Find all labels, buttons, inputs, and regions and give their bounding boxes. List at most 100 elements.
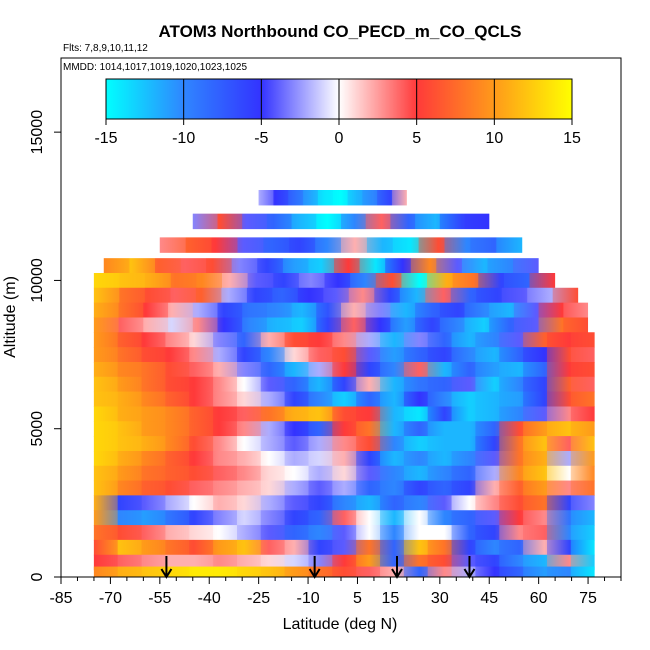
heatmap-cell bbox=[523, 376, 547, 393]
heatmap-row bbox=[192, 213, 490, 230]
heatmap-cell bbox=[189, 465, 214, 482]
heatmap-cell bbox=[499, 362, 524, 378]
heatmap-cell bbox=[390, 302, 416, 319]
heatmap-cell bbox=[185, 237, 212, 253]
heatmap-cell bbox=[390, 213, 416, 230]
heatmap-cell bbox=[451, 332, 476, 348]
heatmap-cell bbox=[189, 406, 214, 422]
heatmap-cell bbox=[117, 480, 142, 496]
heatmap-cell bbox=[284, 525, 309, 541]
heatmap-cell bbox=[499, 347, 524, 363]
heatmap-cell bbox=[547, 554, 571, 571]
heatmap-cell bbox=[165, 347, 190, 363]
heatmap-cell bbox=[93, 510, 118, 526]
heatmap-cell bbox=[141, 510, 166, 526]
heatmap-cell bbox=[332, 347, 357, 363]
heatmap-cell bbox=[570, 332, 595, 348]
heatmap-cell bbox=[563, 317, 589, 333]
heatmap-cell bbox=[513, 258, 539, 274]
heatmap-cell bbox=[237, 406, 261, 422]
heatmap-cell bbox=[217, 213, 243, 230]
heatmap-cell bbox=[284, 510, 309, 526]
heatmap-cell bbox=[499, 495, 524, 511]
heatmap-cell bbox=[365, 317, 391, 333]
heatmap-cell bbox=[129, 258, 155, 274]
heatmap-row bbox=[93, 465, 595, 482]
heatmap-cell bbox=[332, 451, 357, 467]
heatmap-cell bbox=[547, 421, 571, 437]
heatmap-cell bbox=[380, 480, 404, 496]
chart-title: ATOM3 Northbound CO_PECD_m_CO_QCLS bbox=[158, 22, 521, 41]
heatmap-cell bbox=[213, 436, 237, 452]
heatmap-row bbox=[93, 287, 579, 304]
heatmap-cell bbox=[341, 213, 366, 230]
heatmap-cell bbox=[392, 190, 407, 206]
heatmap-cell bbox=[332, 332, 357, 348]
heatmap-cell bbox=[451, 391, 476, 407]
heatmap-cell bbox=[189, 376, 214, 393]
heatmap-cell bbox=[499, 451, 524, 467]
heatmap-cell bbox=[308, 376, 333, 393]
heatmap-cell bbox=[117, 347, 142, 363]
heatmap-cell bbox=[403, 376, 428, 393]
heatmap-cell bbox=[489, 317, 514, 333]
heatmap-cell bbox=[475, 465, 500, 482]
heatmap-cell bbox=[237, 436, 261, 452]
heatmap-cell bbox=[403, 406, 428, 422]
heatmap-cell bbox=[117, 554, 142, 571]
heatmap-cell bbox=[213, 510, 237, 526]
x-tick-label: -40 bbox=[198, 590, 221, 607]
heatmap-cell bbox=[291, 302, 317, 319]
heatmap-cell bbox=[213, 566, 237, 577]
heatmap-cell bbox=[144, 287, 171, 304]
x-tick-label: 75 bbox=[579, 590, 597, 607]
heatmap-cell bbox=[403, 451, 428, 467]
heatmap-cell bbox=[425, 287, 451, 304]
heatmap-cell bbox=[403, 566, 428, 577]
heatmap-cell bbox=[332, 480, 357, 496]
heatmap-cell bbox=[117, 539, 142, 556]
heatmap-cell bbox=[499, 539, 524, 556]
heatmap-cell bbox=[547, 480, 571, 496]
heatmap-cell bbox=[118, 317, 144, 333]
heatmap-cell bbox=[192, 317, 218, 333]
heatmap-cell bbox=[303, 190, 318, 206]
heatmap-row bbox=[93, 302, 589, 319]
heatmap-cell bbox=[380, 451, 404, 467]
heatmap-cell bbox=[308, 332, 333, 348]
heatmap-cell bbox=[380, 376, 404, 393]
heatmap-cell bbox=[332, 566, 357, 577]
heatmap-cell bbox=[316, 317, 341, 333]
heatmap-cell bbox=[141, 451, 166, 467]
heatmap-cell bbox=[439, 317, 465, 333]
heatmap-cell bbox=[289, 237, 316, 253]
heatmap-cell bbox=[380, 539, 404, 556]
heatmap-cell bbox=[291, 213, 317, 230]
heatmap-cell bbox=[523, 525, 547, 541]
heatmap-cell bbox=[366, 237, 393, 253]
heatmap-cell bbox=[141, 436, 166, 452]
heatmap-cell bbox=[570, 510, 595, 526]
heatmap-cell bbox=[189, 362, 214, 378]
heatmap-row bbox=[93, 525, 595, 541]
heatmap-cell bbox=[570, 347, 595, 363]
heatmap-cell bbox=[284, 465, 309, 482]
heatmap-cell bbox=[523, 539, 547, 556]
heatmap-cell bbox=[237, 237, 264, 253]
heatmap-cell bbox=[284, 362, 309, 378]
heatmap-cell bbox=[332, 525, 357, 541]
arrow-head bbox=[463, 568, 476, 579]
heatmap-cell bbox=[403, 332, 428, 348]
heatmap-cell bbox=[547, 347, 571, 363]
heatmap-cell bbox=[547, 566, 571, 577]
heatmap-cell bbox=[451, 436, 476, 452]
heatmap-row bbox=[93, 362, 595, 378]
heatmap-row bbox=[93, 495, 595, 511]
heatmap-cell bbox=[570, 406, 595, 422]
heatmap-cell bbox=[189, 510, 214, 526]
heatmap-cell bbox=[165, 465, 190, 482]
heatmap-cell bbox=[143, 302, 169, 319]
heatmap-cell bbox=[211, 237, 238, 253]
heatmap-cell bbox=[237, 525, 261, 541]
heatmap-cell bbox=[427, 332, 452, 348]
